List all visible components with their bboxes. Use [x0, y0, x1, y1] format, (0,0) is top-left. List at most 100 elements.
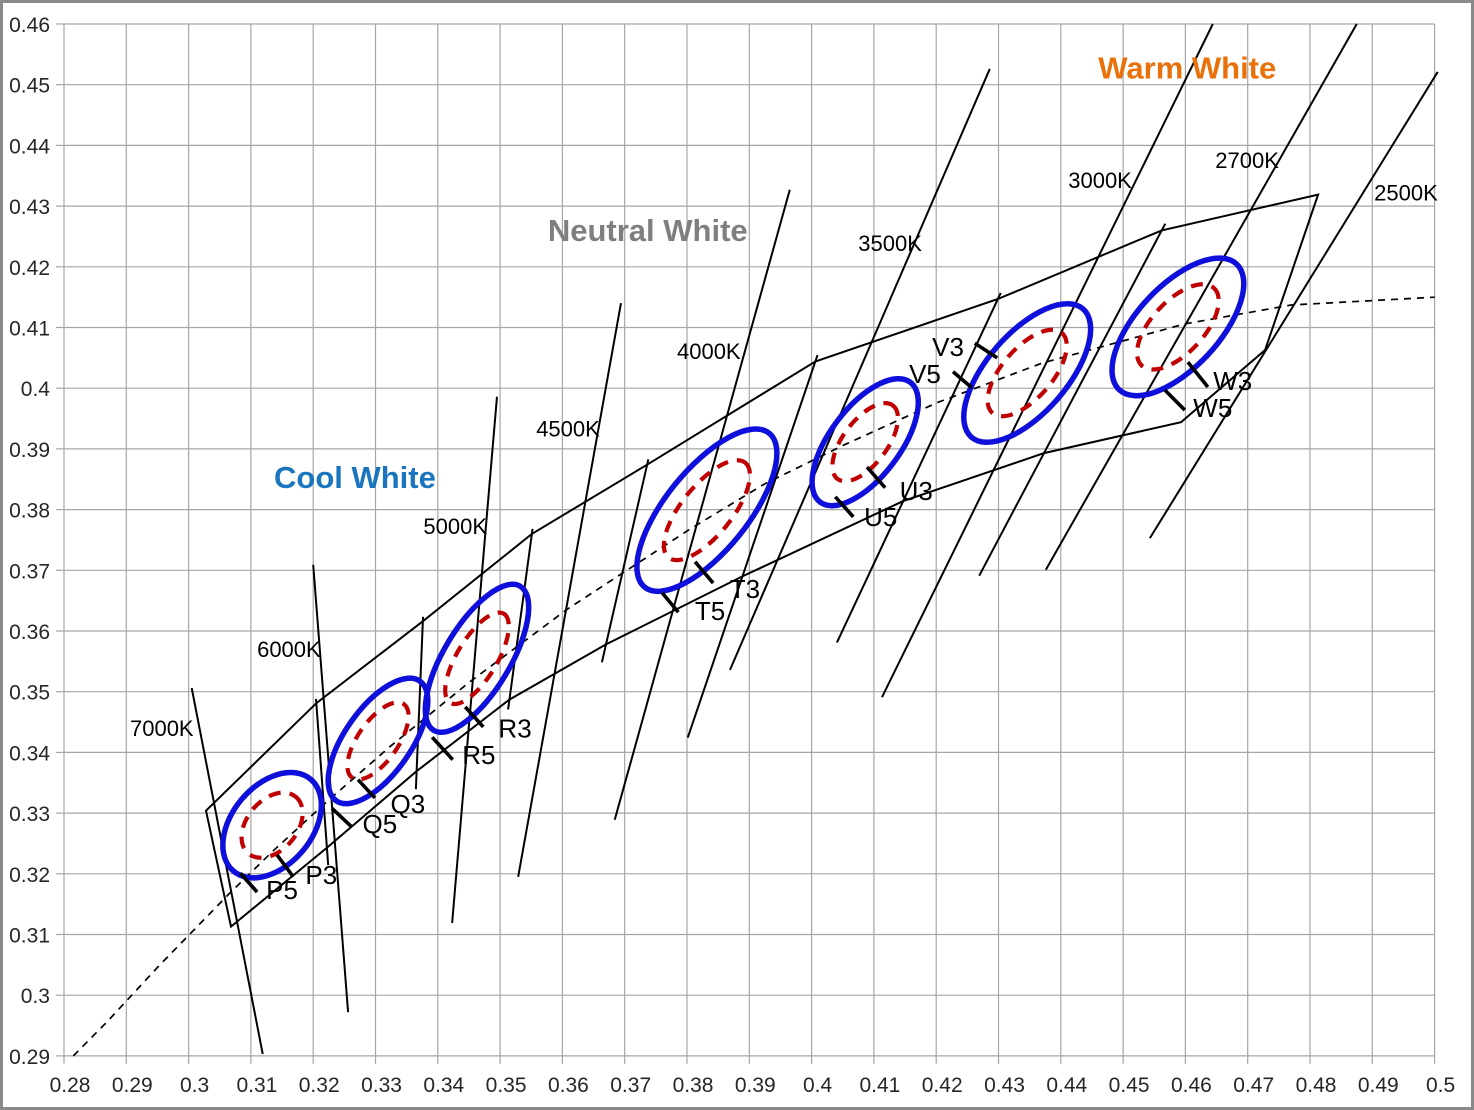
bin-label-T5: T5: [695, 596, 725, 626]
cct-line-7000K: [190, 687, 264, 1055]
bin-divider: [686, 354, 819, 738]
y-axis-tick-label: 0.35: [9, 682, 50, 705]
bin-tick-R3: [463, 705, 485, 729]
bin-label-R3: R3: [498, 714, 531, 744]
y-axis-tick-label: 0.42: [9, 257, 50, 280]
x-axis-tick-label: 0.48: [1296, 1074, 1337, 1097]
cct-line-4500K: [517, 303, 622, 878]
bin-tick-V5: [951, 370, 973, 389]
cct-label-6000K: 6000K: [257, 637, 321, 662]
ellipse-3step-R: [443, 610, 511, 707]
cct-label-4000K: 4000K: [677, 339, 741, 364]
ellipse-5step-Q: [325, 675, 431, 807]
cct-label-3000K: 3000K: [1068, 168, 1132, 193]
ellipse-3step-T: [661, 458, 753, 563]
bin-tick-R5: [430, 736, 455, 761]
bin-tick-T3: [693, 560, 715, 585]
ellipse-5step-V: [961, 300, 1094, 446]
bin-label-U5: U5: [864, 502, 897, 532]
y-axis-tick-label: 0.39: [9, 439, 50, 462]
cct-label-5000K: 5000K: [423, 514, 487, 539]
bin-tick-T5: [660, 591, 680, 614]
y-axis-tick-label: 0.41: [9, 318, 50, 341]
y-axis-tick-label: 0.34: [9, 742, 50, 765]
y-axis-tick-label: 0.29: [9, 1046, 50, 1069]
x-axis-tick-label: 0.35: [486, 1074, 527, 1097]
ellipse-3step-P: [239, 790, 305, 860]
ellipse-5step-W: [1109, 255, 1247, 399]
y-axis-tick-label: 0.3: [21, 985, 50, 1008]
bin-label-V3: V3: [932, 332, 964, 362]
bin-tick-U5: [833, 495, 855, 519]
bin-label-W3: W3: [1213, 366, 1252, 396]
bin-tick-Q3: [356, 778, 377, 800]
cct-line-3000K: [881, 23, 1214, 698]
x-axis-tick-label: 0.33: [361, 1074, 402, 1097]
x-axis-tick-label: 0.32: [299, 1074, 340, 1097]
ellipse-5step-P: [220, 769, 325, 881]
bin-label-Q5: Q5: [363, 809, 398, 839]
y-axis-tick-label: 0.36: [9, 621, 50, 644]
y-axis-tick-label: 0.43: [9, 196, 50, 219]
ellipse-3step-Q: [345, 700, 411, 782]
bin-divider: [600, 459, 650, 663]
y-axis-tick-label: 0.44: [9, 135, 50, 158]
x-axis-tick-label: 0.43: [984, 1074, 1025, 1097]
bin-divider: [414, 616, 425, 790]
cct-line-3500K: [729, 68, 991, 671]
x-axis-tick-label: 0.41: [859, 1074, 900, 1097]
cct-label-7000K: 7000K: [130, 716, 194, 741]
x-axis-tick-label: 0.39: [735, 1074, 776, 1097]
bin-tick-P5: [238, 871, 259, 894]
bin-label-Q3: Q3: [391, 789, 426, 819]
y-axis-tick-label: 0.37: [9, 560, 50, 583]
bin-tick-Q5: [330, 806, 354, 829]
bin-tick-U3: [865, 465, 887, 489]
cct-label-2700K: 2700K: [1215, 148, 1279, 173]
x-axis-tick-label: 0.29: [112, 1074, 153, 1097]
cct-line-2700K: [1044, 23, 1358, 571]
region-label-neutral-white: Neutral White: [548, 213, 748, 248]
ellipse-3step-U: [830, 401, 901, 484]
x-axis-tick-label: 0.49: [1358, 1074, 1399, 1097]
cct-line-5000K: [451, 396, 498, 924]
bin-tick-P3: [275, 853, 295, 878]
bin-divider: [507, 528, 534, 710]
grid-layer: [56, 23, 1436, 1064]
x-axis-tick-label: 0.31: [236, 1074, 277, 1097]
bin-label-U3: U3: [900, 476, 933, 506]
bin-tick-V3: [973, 341, 999, 360]
region-label-cool-white: Cool White: [274, 460, 436, 495]
x-axis-tick-label: 0.44: [1046, 1074, 1087, 1097]
cct-line-4000K: [613, 189, 791, 821]
y-axis-tick-label: 0.32: [9, 864, 50, 887]
bin-divider: [978, 223, 1167, 577]
x-axis-tick-label: 0.28: [50, 1074, 91, 1097]
ellipse-5step-U: [809, 375, 922, 509]
ellipse-3step-W: [1134, 282, 1221, 372]
x-axis-tick-label: 0.45: [1109, 1074, 1150, 1097]
plot-background: [3, 3, 1471, 1107]
y-axis-tick-label: 0.33: [9, 803, 50, 826]
bin-divider: [835, 292, 1002, 644]
x-axis-tick-label: 0.38: [673, 1074, 714, 1097]
bin-label-P5: P5: [266, 875, 298, 905]
x-axis-tick-label: 0.42: [922, 1074, 963, 1097]
ellipse-5step-T: [634, 426, 780, 595]
x-axis-tick-label: 0.34: [423, 1074, 464, 1097]
y-axis-tick-label: 0.46: [9, 14, 50, 37]
bin-label-V5: V5: [909, 359, 941, 389]
bin-label-W5: W5: [1193, 393, 1232, 423]
ellipse-5step-R: [422, 581, 532, 736]
cct-line-2500K: [1149, 71, 1439, 539]
y-axis-tick-label: 0.45: [9, 75, 50, 98]
x-axis-tick-label: 0.47: [1233, 1074, 1274, 1097]
chart-svg: 0.28 0.29 0.3 0.31 0.32 0.33 0.34 0.35 0.36 0.37 0…: [3, 3, 1471, 1107]
cct-label-4500K: 4500K: [536, 416, 600, 441]
y-axis-tick-label: 0.38: [9, 500, 50, 523]
bin-label-T3: T3: [730, 574, 760, 604]
x-axis-tick-label: 0.5: [1426, 1074, 1455, 1097]
bin-tick-W3: [1186, 360, 1210, 389]
x-axis-tick-label: 0.3: [180, 1074, 209, 1097]
bin-tick-W5: [1163, 388, 1187, 412]
